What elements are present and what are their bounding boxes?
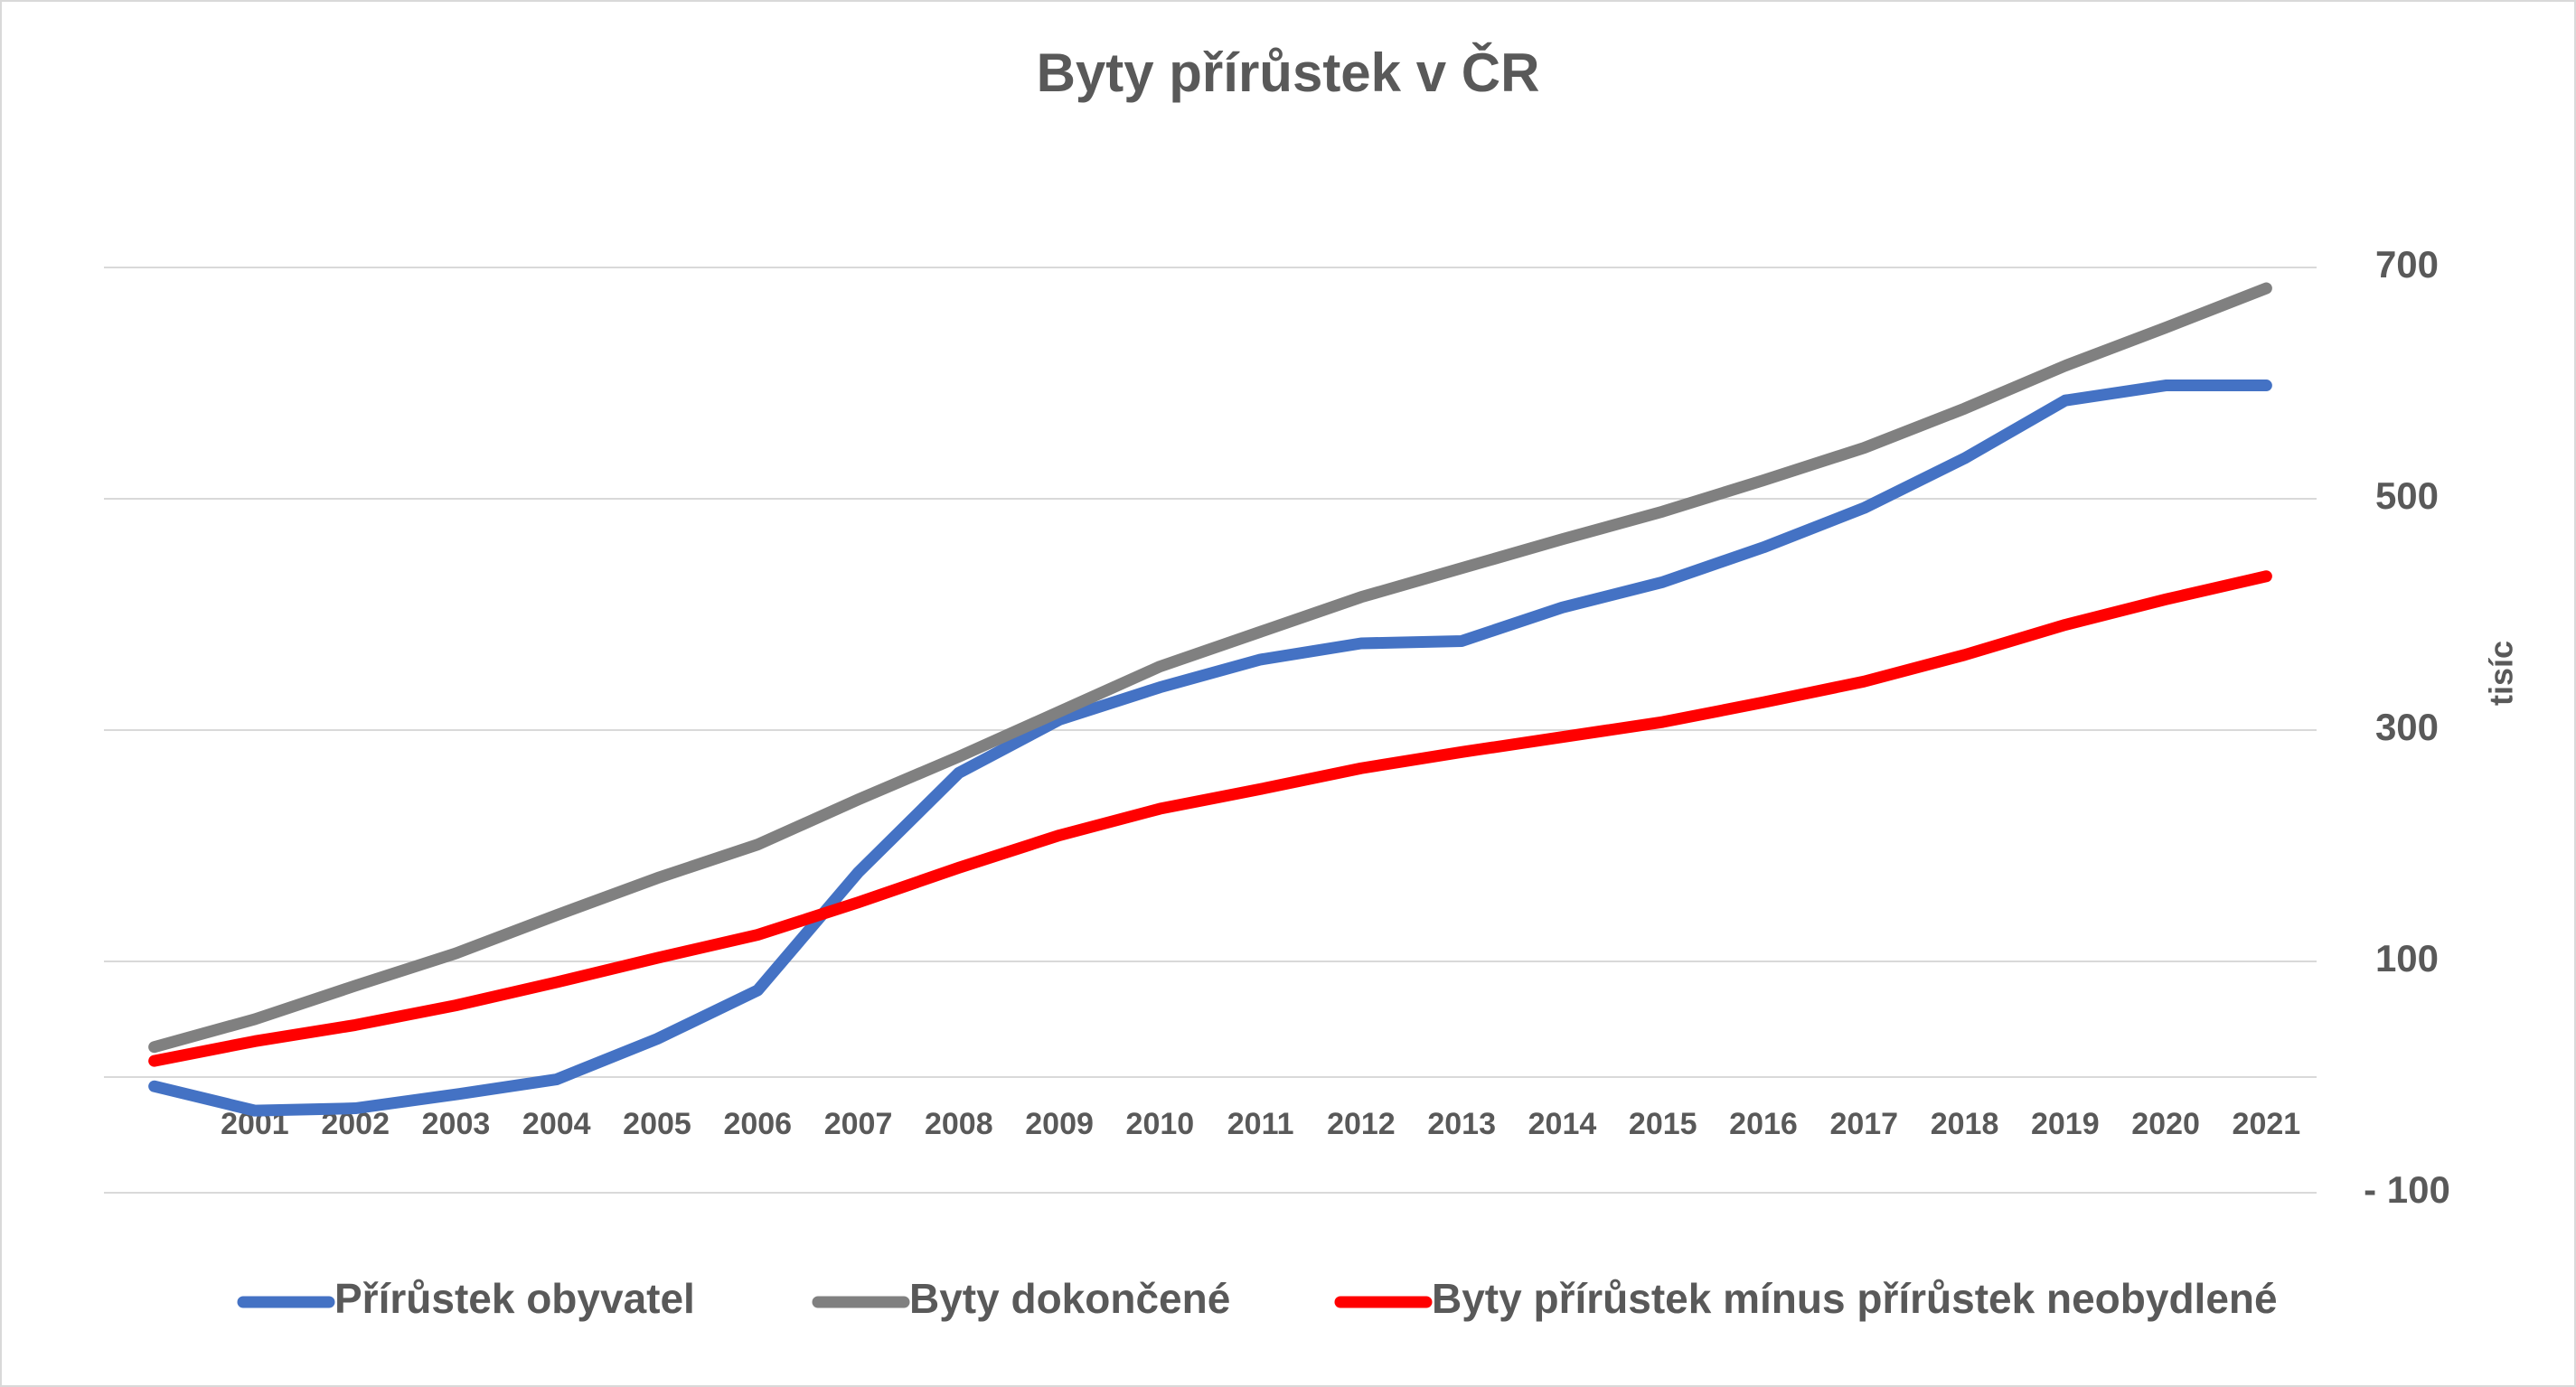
line-series: [148, 282, 2272, 1054]
x-tick-label: 2008: [925, 1107, 993, 1141]
x-tick-label: 2019: [2031, 1107, 2100, 1141]
legend-label: Byty dokončené: [909, 1275, 1230, 1322]
y-tick-label: - 100: [2364, 1168, 2450, 1211]
chart-title: Byty přírůstek v ČR: [1037, 42, 1540, 103]
y-tick-label: 700: [2375, 243, 2439, 286]
x-tick-label: 2014: [1528, 1107, 1597, 1141]
legend-label: Byty přírůstek mínus přírůstek neobydlen…: [1432, 1275, 2278, 1322]
y-tick-label: 100: [2375, 937, 2439, 979]
x-tick-label: 2020: [2131, 1107, 2200, 1141]
x-tick-label: 2006: [723, 1107, 792, 1141]
y-tick-label: 300: [2375, 706, 2439, 748]
line-series: [148, 380, 2272, 1117]
x-tick-label: 2007: [824, 1107, 893, 1141]
x-tick-label: 2010: [1126, 1107, 1195, 1141]
x-tick-label: 2011: [1227, 1107, 1294, 1141]
x-tick-label: 2005: [623, 1107, 691, 1141]
x-tick-label: 2004: [522, 1107, 591, 1141]
y-tick-label: 500: [2375, 474, 2439, 517]
line-series: [148, 570, 2272, 1067]
legend-label: Přírůstek obyvatel: [334, 1275, 695, 1322]
x-tick-label: 2012: [1327, 1107, 1396, 1141]
x-tick-label: 2015: [1629, 1107, 1697, 1141]
x-tick-label: 2003: [422, 1107, 491, 1141]
x-tick-label: 2018: [1931, 1107, 1999, 1141]
x-tick-label: 2009: [1025, 1107, 1094, 1141]
x-tick-label: 2021: [2233, 1107, 2301, 1141]
y-axis-label: tisíc: [2483, 641, 2520, 706]
x-tick-label: 2016: [1729, 1107, 1798, 1141]
x-tick-label: 2017: [1829, 1107, 1898, 1141]
x-tick-label: 2013: [1427, 1107, 1496, 1141]
